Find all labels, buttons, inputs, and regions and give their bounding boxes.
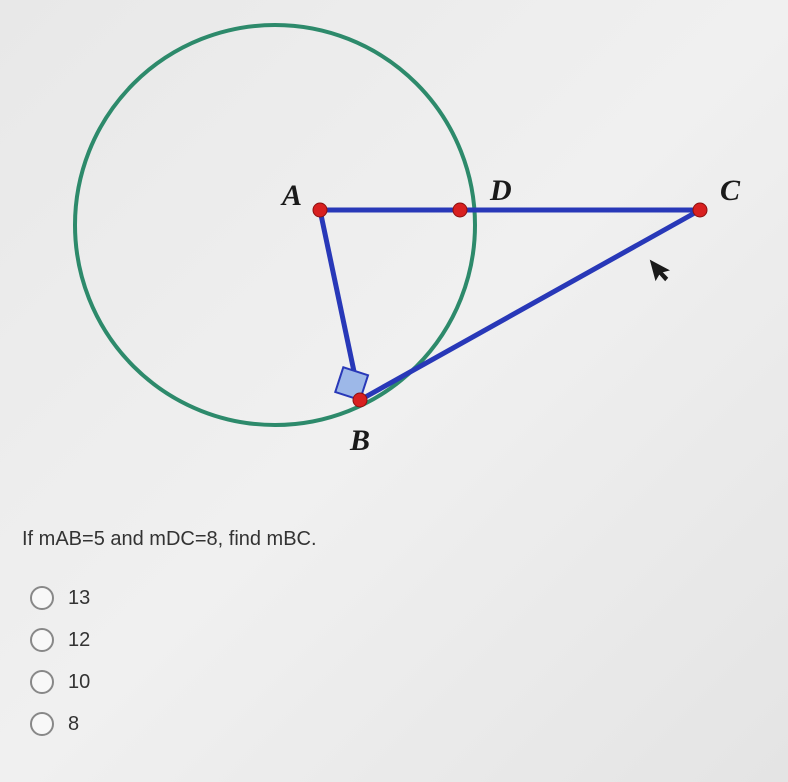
option-8[interactable]: 8 [30, 712, 90, 736]
option-10[interactable]: 10 [30, 670, 90, 694]
point-D [453, 203, 467, 217]
option-13[interactable]: 13 [30, 586, 90, 610]
point-A [313, 203, 327, 217]
radio-icon [30, 628, 54, 652]
label-D: D [489, 174, 512, 207]
label-A: A [280, 179, 302, 212]
question-text: If mAB=5 and mDC=8, find mBC. [22, 528, 317, 551]
label-B: B [349, 424, 370, 457]
label-C: C [720, 174, 741, 207]
option-12[interactable]: 12 [30, 628, 90, 652]
option-label: 10 [68, 671, 90, 694]
circle-main [75, 25, 475, 425]
segment-BC [360, 210, 700, 400]
option-label: 13 [68, 587, 90, 610]
option-label: 8 [68, 713, 79, 736]
point-C [693, 203, 707, 217]
diagram-svg: A D C B [0, 0, 788, 500]
radio-icon [30, 586, 54, 610]
option-label: 12 [68, 629, 90, 652]
point-B [353, 393, 367, 407]
geometry-diagram: A D C B [0, 0, 788, 500]
radio-icon [30, 712, 54, 736]
radio-icon [30, 670, 54, 694]
answer-options: 13 12 10 8 [30, 586, 90, 754]
